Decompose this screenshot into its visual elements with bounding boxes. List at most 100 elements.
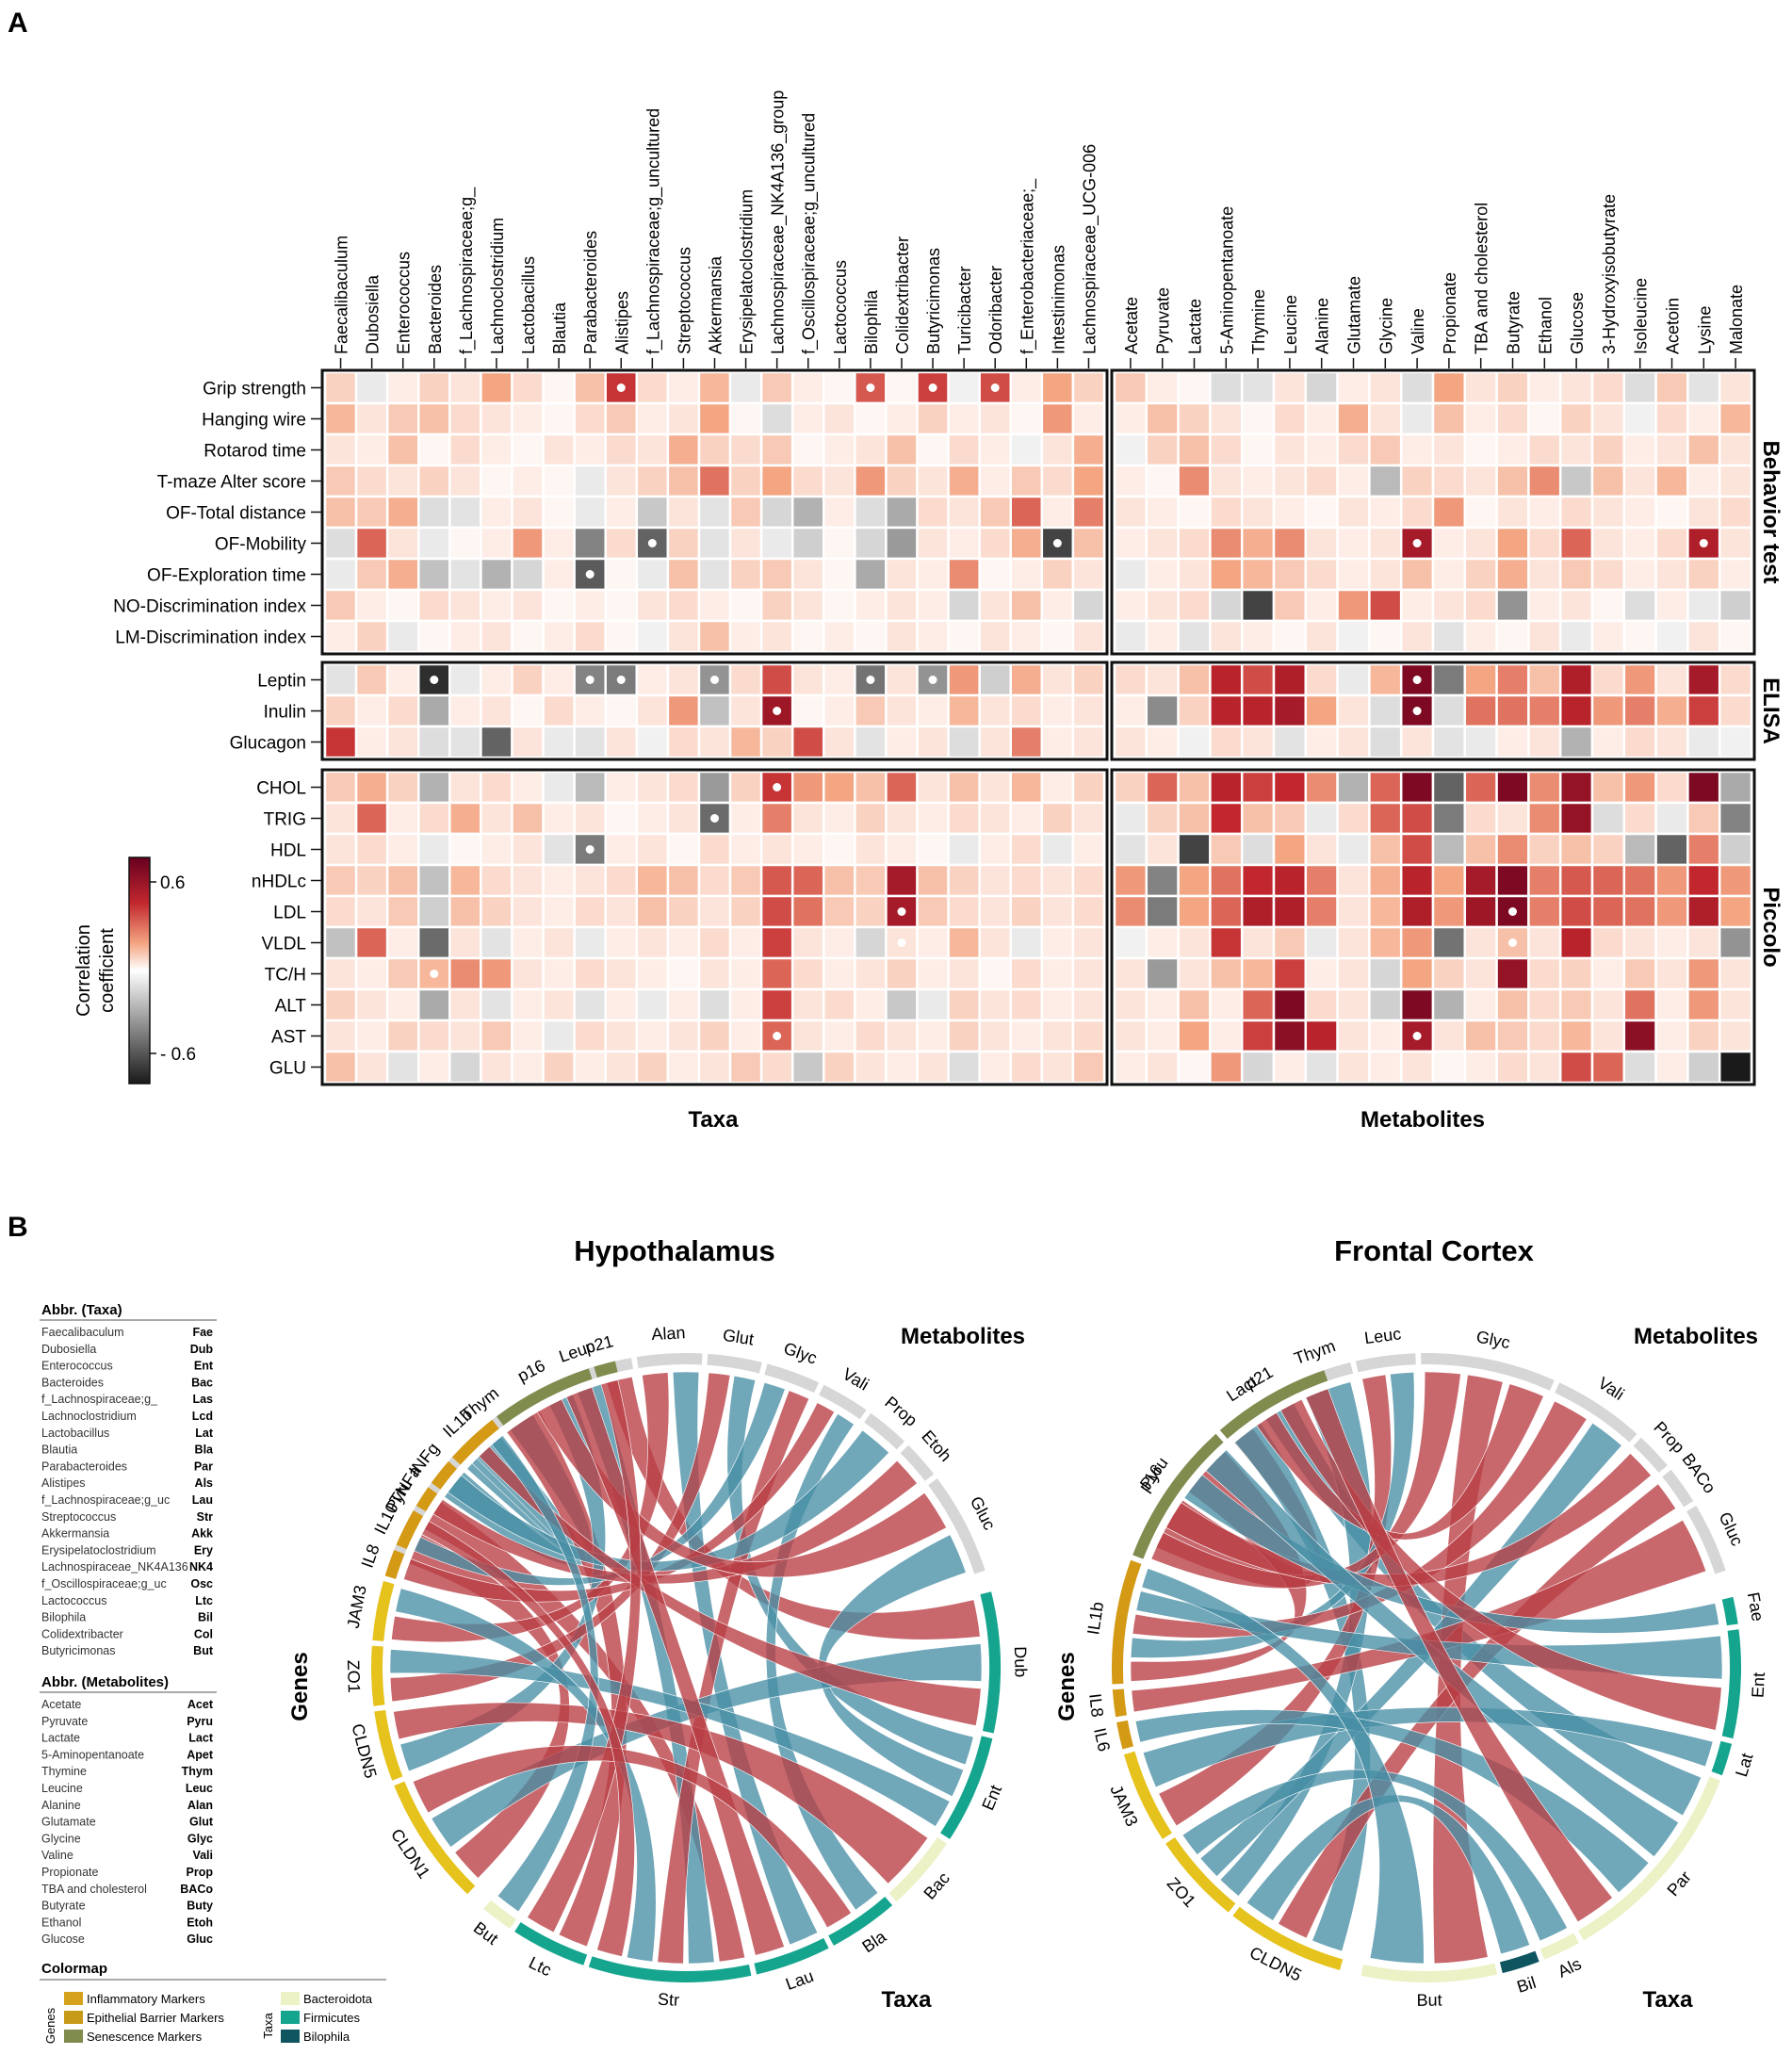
metabolite-cell xyxy=(1177,464,1212,498)
metabolite-cell xyxy=(1718,557,1753,592)
metabolite-cell xyxy=(1463,925,1498,960)
metabolite-column-label: 5-Aminopentanoate xyxy=(1217,206,1236,354)
taxa-cell xyxy=(947,801,981,836)
frontal-metabolites-label: Metabolites xyxy=(1634,1324,1758,1349)
significance-dot xyxy=(430,676,439,684)
metabolite-cell xyxy=(1240,925,1276,960)
row-label: T-maze Alter score xyxy=(157,473,306,493)
chord-sector xyxy=(900,1444,935,1481)
row-label: LM-Discrimination index xyxy=(115,628,306,648)
chord-link xyxy=(1181,1769,1568,1942)
chord-sector xyxy=(1711,1740,1733,1776)
taxa-cell xyxy=(635,432,670,467)
chord-sector-label: Glut xyxy=(722,1326,756,1349)
chord-sector xyxy=(483,1900,516,1929)
metabolite-cell xyxy=(1113,987,1149,1022)
taxa-cell xyxy=(697,1050,732,1085)
metabolite-cell xyxy=(1527,526,1562,561)
taxa-cell xyxy=(854,1019,888,1053)
metabolite-cell xyxy=(1718,1019,1753,1053)
metabolite-cell xyxy=(1336,1050,1371,1085)
metabolite-cell xyxy=(1177,801,1212,836)
metabolite-cell xyxy=(1113,370,1149,405)
metabolite-cell xyxy=(1590,1019,1626,1053)
metabolite-cell xyxy=(1718,432,1753,467)
metabolite-cell xyxy=(1336,1019,1371,1053)
significance-dot xyxy=(585,845,595,854)
taxa-cell xyxy=(978,693,1013,728)
taxa-cell xyxy=(854,557,888,592)
metabolite-cell xyxy=(1368,495,1403,530)
taxa-column-labels: Faecalibaculum Dubosiella Enterococcus Bact… xyxy=(333,90,1100,368)
taxa-cell xyxy=(354,832,389,867)
taxa-cell xyxy=(385,370,420,405)
significance-dot xyxy=(1412,676,1422,684)
metabolite-cell xyxy=(1399,725,1435,759)
chord-sector xyxy=(864,1412,905,1450)
metabolite-cell xyxy=(1336,588,1371,623)
metabolite-cell xyxy=(1145,432,1180,467)
metabolite-cell xyxy=(1304,1019,1339,1053)
taxa-cell xyxy=(1071,956,1106,991)
metabolite-cell xyxy=(1431,619,1467,654)
taxa-cell xyxy=(480,495,513,530)
chord-sector-label: p21 xyxy=(583,1331,615,1357)
taxa-cell xyxy=(666,894,701,929)
taxa-cell xyxy=(759,894,794,929)
taxa-column-label: Lactobacillus xyxy=(519,256,538,354)
chord-sector xyxy=(1123,1751,1172,1839)
taxa-column-label: f_Oscillospiraceae;g_uncultured xyxy=(800,113,820,354)
taxa-cell xyxy=(1009,863,1044,898)
taxa-cell xyxy=(604,894,639,929)
taxa-cell xyxy=(916,725,950,759)
metabolite-cell xyxy=(1463,894,1498,929)
taxa-cell xyxy=(511,557,545,592)
metabolite-cell xyxy=(1622,725,1657,759)
metabolite-cell xyxy=(1558,801,1594,836)
abbr-taxa-code: Bla xyxy=(195,1443,215,1457)
taxa-cell xyxy=(666,956,701,991)
metabolite-cell xyxy=(1336,801,1371,836)
metabolite-cell xyxy=(1431,894,1467,929)
chord-link xyxy=(565,1386,785,1956)
metabolite-cell xyxy=(1272,1019,1308,1053)
taxa-cell xyxy=(354,956,389,991)
taxa-cell xyxy=(1071,401,1106,436)
metabolite-cell xyxy=(1177,432,1212,467)
taxa-cell xyxy=(385,956,420,991)
taxa-cell xyxy=(604,956,639,991)
abbr-metab-title: Abbr. (Metabolites) xyxy=(41,1674,169,1690)
taxa-cell xyxy=(823,557,856,592)
significance-dot xyxy=(430,970,439,978)
metabolite-cell xyxy=(1718,894,1753,929)
metabolite-cell xyxy=(1113,464,1149,498)
metabolite-cell xyxy=(1399,863,1435,898)
taxa-cell xyxy=(978,832,1013,867)
significance-dot xyxy=(710,676,719,684)
metabolite-cell xyxy=(1495,832,1530,867)
metabolite-cell xyxy=(1304,370,1339,405)
taxa-cell xyxy=(635,1050,670,1085)
metabolite-column-label: Alanine xyxy=(1313,298,1332,354)
row-label: Inulin xyxy=(264,703,306,723)
taxa-cell xyxy=(635,925,670,960)
metabolite-cell xyxy=(1686,925,1721,960)
metabolite-cell xyxy=(1590,956,1626,991)
panel-b-label: B xyxy=(8,1212,28,1243)
metabolite-cell xyxy=(1304,557,1339,592)
taxa-cell xyxy=(790,725,825,759)
taxa-cell xyxy=(542,401,576,436)
taxa-column-label: Bilophila xyxy=(862,289,881,354)
chord-sector-label: Vali xyxy=(839,1364,872,1394)
metabolite-cell xyxy=(1209,1019,1244,1053)
taxa-cell xyxy=(666,588,701,623)
taxa-cell xyxy=(480,401,513,436)
metabolite-cell xyxy=(1654,495,1689,530)
metabolite-cell xyxy=(1718,370,1753,405)
chord-sector-label: Thym xyxy=(1292,1336,1338,1368)
taxa-cell xyxy=(323,725,358,759)
chord-sector-label: Ent xyxy=(1749,1672,1768,1698)
taxa-cell xyxy=(790,987,825,1022)
taxa-cell xyxy=(823,801,856,836)
block-frames xyxy=(320,368,1756,1086)
